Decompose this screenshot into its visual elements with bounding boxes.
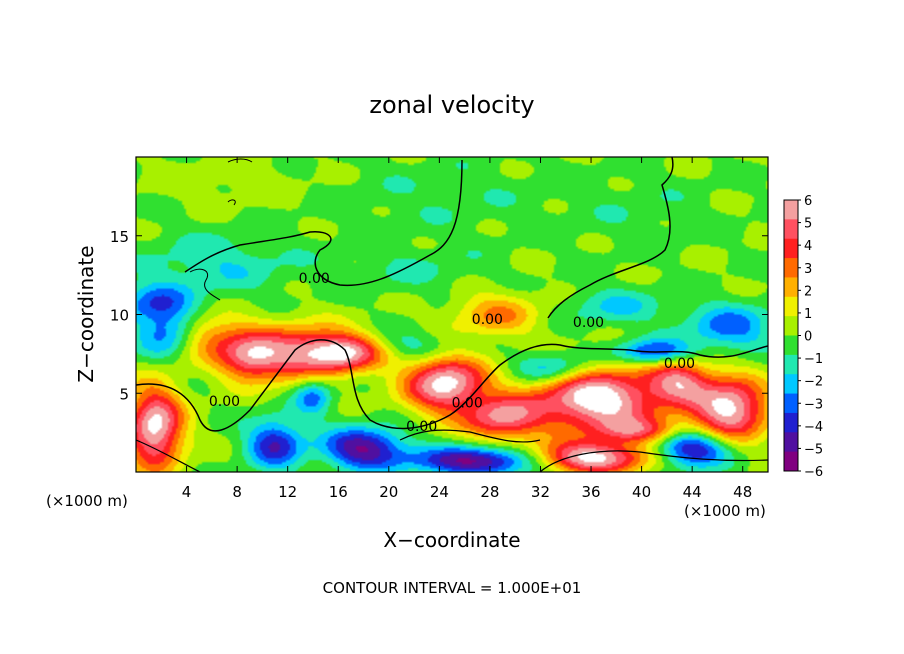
- x-tick-label: 24: [430, 483, 449, 501]
- colorbar-swatch: [784, 277, 798, 298]
- contour-interval-note: CONTOUR INTERVAL = 1.000E+01: [323, 579, 582, 597]
- contour-labels: 0.00 0.00 0.00 0.00 0.00 0.00 0.00: [209, 271, 695, 435]
- x-unit-left: (×1000 m): [46, 492, 128, 510]
- x-unit-right: (×1000 m): [684, 502, 766, 520]
- x-axis-label: X−coordinate: [383, 528, 520, 552]
- colorbar-swatch: [784, 316, 798, 336]
- colorbar-label: 3: [804, 262, 812, 277]
- colorbar-swatch: [784, 200, 798, 220]
- x-tick-label: 12: [278, 483, 297, 501]
- x-tick-label: 32: [531, 483, 550, 501]
- colorbar-label: −4: [804, 420, 823, 435]
- contour-label: 0.00: [573, 315, 604, 331]
- contour-line-lower: [136, 429, 768, 472]
- colorbar-label: −5: [804, 442, 823, 457]
- x-tick-label: 44: [683, 483, 702, 501]
- contour-label: 0.00: [209, 394, 240, 410]
- colorbar-swatch: [784, 354, 798, 375]
- contour-label: 0.00: [299, 271, 330, 287]
- x-tick-label: 4: [182, 483, 192, 501]
- colorbar-swatch: [784, 393, 798, 414]
- colorbar-label: 1: [804, 307, 812, 322]
- colorbar-swatch: [784, 412, 798, 433]
- colorbar-label: 2: [804, 284, 812, 299]
- contour-label: 0.00: [452, 395, 483, 411]
- colorbar-swatch: [784, 432, 798, 453]
- heatmap-field: [136, 157, 768, 472]
- colorbar-label: 5: [804, 217, 812, 232]
- x-tick-label: 48: [733, 483, 752, 501]
- colorbar-swatch: [784, 374, 798, 395]
- colorbar-swatch: [784, 258, 798, 278]
- colorbar-swatch: [784, 335, 798, 356]
- colorbar-label: −3: [804, 397, 823, 412]
- colorbar-swatch: [784, 296, 798, 317]
- x-tick-label: 40: [632, 483, 651, 501]
- colorbar-label: −6: [804, 465, 823, 480]
- contour-label: 0.00: [406, 419, 437, 435]
- heatmap-image: [136, 157, 768, 472]
- contour-line-zero: [136, 339, 768, 432]
- y-tick-label: 5: [119, 385, 129, 403]
- colorbar-label: 4: [804, 239, 812, 254]
- colorbar-label: −1: [804, 352, 823, 367]
- y-axis-label: Z−coordinate: [74, 245, 98, 382]
- colorbar-swatch: [784, 219, 798, 240]
- colorbar-swatch: [784, 238, 798, 259]
- contour-line-small: [189, 158, 253, 301]
- x-tick-label: 36: [581, 483, 600, 501]
- colorbar: 6 5 4 3 2 1 0 −1 −2 −3 −4 −5 −6: [783, 194, 823, 480]
- contour-label: 0.00: [664, 356, 695, 372]
- contour-line-upper: [184, 157, 674, 319]
- x-tick-label: 20: [379, 483, 398, 501]
- x-tick-label: 28: [480, 483, 499, 501]
- colorbar-label: 6: [804, 194, 812, 209]
- y-tick-label: 15: [110, 228, 129, 246]
- x-axis-ticks: 4 8 12 16 20 24 28 32 36 40 44 48: [182, 157, 752, 501]
- x-tick-label: 16: [329, 483, 348, 501]
- chart-title: zonal velocity: [369, 91, 534, 119]
- y-axis-ticks: 5 10 15: [110, 228, 768, 403]
- x-tick-label: 8: [232, 483, 242, 501]
- contour-label: 0.00: [472, 312, 503, 328]
- colorbar-label: −2: [804, 375, 823, 390]
- y-tick-label: 10: [110, 307, 129, 325]
- colorbar-swatch: [784, 451, 798, 472]
- colorbar-label: 0: [804, 330, 812, 345]
